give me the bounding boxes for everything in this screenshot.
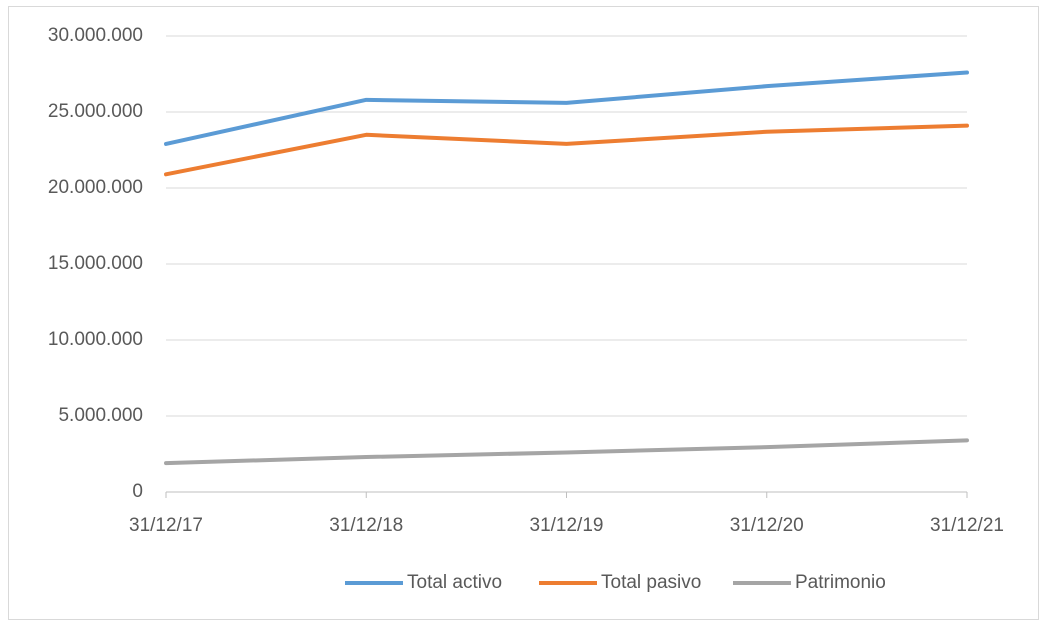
y-tick-label: 15.000.000 — [48, 253, 143, 274]
x-tick-label: 31/12/19 — [530, 515, 604, 536]
x-tick-label: 31/12/17 — [129, 515, 203, 536]
legend-label: Patrimonio — [795, 572, 886, 593]
y-tick-label: 10.000.000 — [48, 329, 143, 350]
legend-label: Total activo — [407, 572, 502, 593]
y-tick-label: 0 — [132, 481, 143, 502]
series-line — [164, 70, 969, 146]
chart-border — [8, 6, 1039, 620]
x-tick-label: 31/12/20 — [730, 515, 804, 536]
x-tick-label: 31/12/21 — [930, 515, 1004, 536]
series-line — [164, 123, 969, 177]
legend-label: Total pasivo — [601, 572, 701, 593]
y-tick-label: 5.000.000 — [58, 405, 143, 426]
y-tick-label: 20.000.000 — [48, 177, 143, 198]
y-tick-label: 25.000.000 — [48, 101, 143, 122]
x-tick-label: 31/12/18 — [329, 515, 403, 536]
y-tick-label: 30.000.000 — [48, 25, 143, 46]
series-line — [164, 438, 969, 466]
